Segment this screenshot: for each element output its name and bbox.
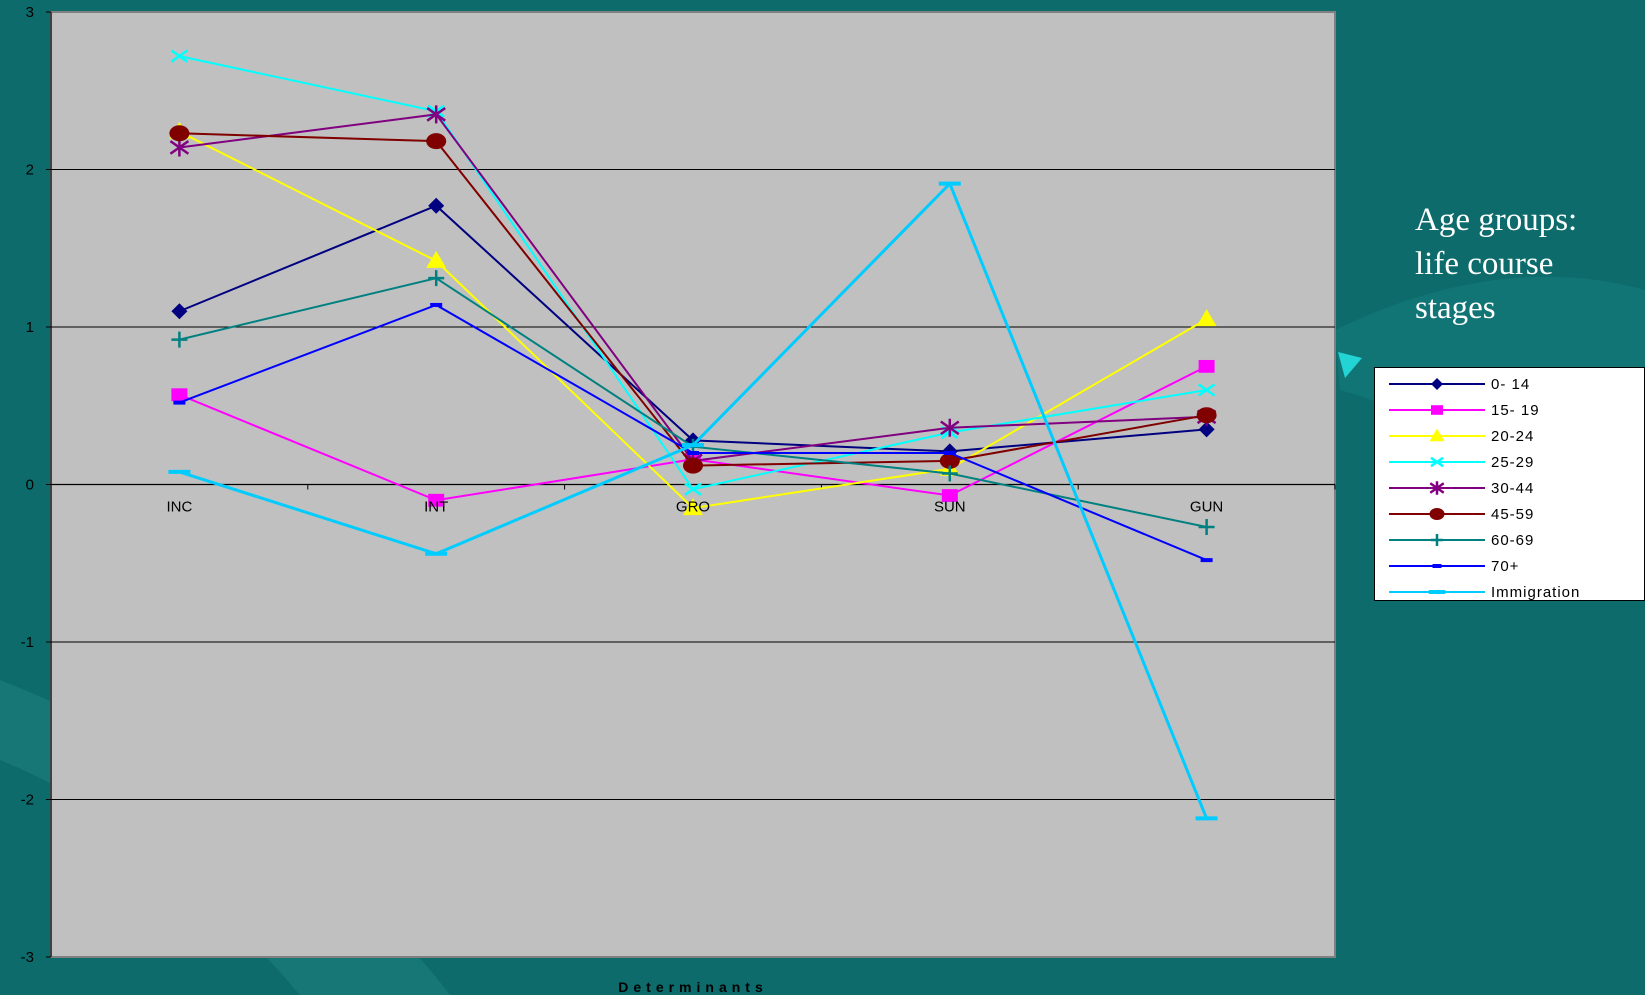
- data-point: [428, 270, 445, 287]
- y-tick-label: -2: [21, 792, 34, 809]
- legend-label: 25-29: [1491, 454, 1534, 471]
- x-tick-label: GRO: [676, 499, 710, 516]
- x-axis-title: Determinants: [618, 979, 767, 995]
- data-point: [1196, 407, 1217, 424]
- data-point: [169, 125, 190, 142]
- data-point: [426, 133, 447, 150]
- legend-label: 0- 14: [1491, 376, 1530, 393]
- legend-label: 15- 19: [1491, 402, 1540, 419]
- data-point: [683, 498, 703, 516]
- data-point: [940, 418, 960, 437]
- y-tick-label: 0: [26, 477, 34, 494]
- data-point: [1197, 383, 1216, 397]
- data-point: [941, 465, 958, 482]
- labels-layer: -3 -2 -1 0 1 2 3 INC INT GRO SUN GUN: [21, 4, 1224, 966]
- series-45-59: [169, 125, 1217, 474]
- x-tick-label: SUN: [934, 499, 966, 516]
- data-point: [1429, 508, 1445, 520]
- legend-item: 45-59: [1389, 506, 1534, 523]
- legend-label: 45-59: [1491, 506, 1534, 523]
- legend-label: 60-69: [1491, 532, 1534, 549]
- legend-item: 15- 19: [1389, 402, 1540, 419]
- data-point: [941, 489, 958, 502]
- y-tick-label: 1: [26, 319, 34, 336]
- legend-item: 20-24: [1389, 428, 1534, 445]
- data-point: [170, 49, 189, 63]
- y-tick-label: 2: [26, 162, 34, 179]
- data-point: [426, 105, 446, 124]
- data-point: [1198, 359, 1215, 373]
- legend: 0- 14 15- 19 20-24 25-29 30-44 45-59 60-69 70+ I…: [1374, 367, 1645, 601]
- legend-label: 70+: [1491, 558, 1519, 575]
- legend-item: 60-69: [1389, 532, 1534, 549]
- x-tick-label: GUN: [1190, 499, 1223, 516]
- legend-label: 30-44: [1491, 480, 1534, 497]
- axes: [46, 11, 1336, 958]
- data-point: [426, 250, 447, 268]
- legend-label: 20-24: [1491, 428, 1534, 445]
- data-point: [1198, 519, 1215, 536]
- legend-items: 0- 14 15- 19 20-24 25-29 30-44 45-59 60-69 70+ I…: [1389, 376, 1580, 601]
- data-point: [428, 493, 445, 507]
- data-point: [1196, 309, 1217, 327]
- data-point: [1431, 405, 1443, 415]
- x-tick-label: INT: [424, 499, 448, 516]
- legend-item: 25-29: [1389, 454, 1534, 471]
- x-tick-label: INC: [166, 499, 192, 516]
- y-tick-label: -3: [21, 949, 34, 966]
- series-70-: [173, 302, 1213, 563]
- decor-shape: [1338, 352, 1362, 378]
- y-tick-label: -1: [21, 634, 34, 651]
- y-tick-label: 3: [26, 4, 34, 21]
- data-point: [1431, 378, 1443, 390]
- data-point: [1198, 421, 1215, 438]
- data-point: [1429, 481, 1445, 495]
- legend-item: 0- 14: [1389, 376, 1530, 393]
- data-point: [683, 457, 703, 474]
- legend-item: 70+: [1389, 558, 1519, 575]
- data-point: [684, 482, 702, 496]
- data-point: [428, 197, 445, 214]
- legend-item: 30-44: [1389, 480, 1534, 497]
- legend-label: Immigration: [1491, 584, 1580, 601]
- data-point: [171, 303, 188, 320]
- data-point: [169, 138, 190, 157]
- series-layer: [168, 49, 1218, 821]
- series-immigration: [168, 180, 1218, 821]
- data-point: [939, 452, 960, 469]
- legend-item: Immigration: [1389, 584, 1580, 601]
- side-title: Age groups: life course stages: [1415, 202, 1578, 326]
- data-point: [171, 331, 188, 348]
- data-point: [1430, 456, 1444, 468]
- data-point: [1431, 534, 1443, 546]
- data-point: [171, 388, 188, 402]
- data-point: [1429, 428, 1445, 442]
